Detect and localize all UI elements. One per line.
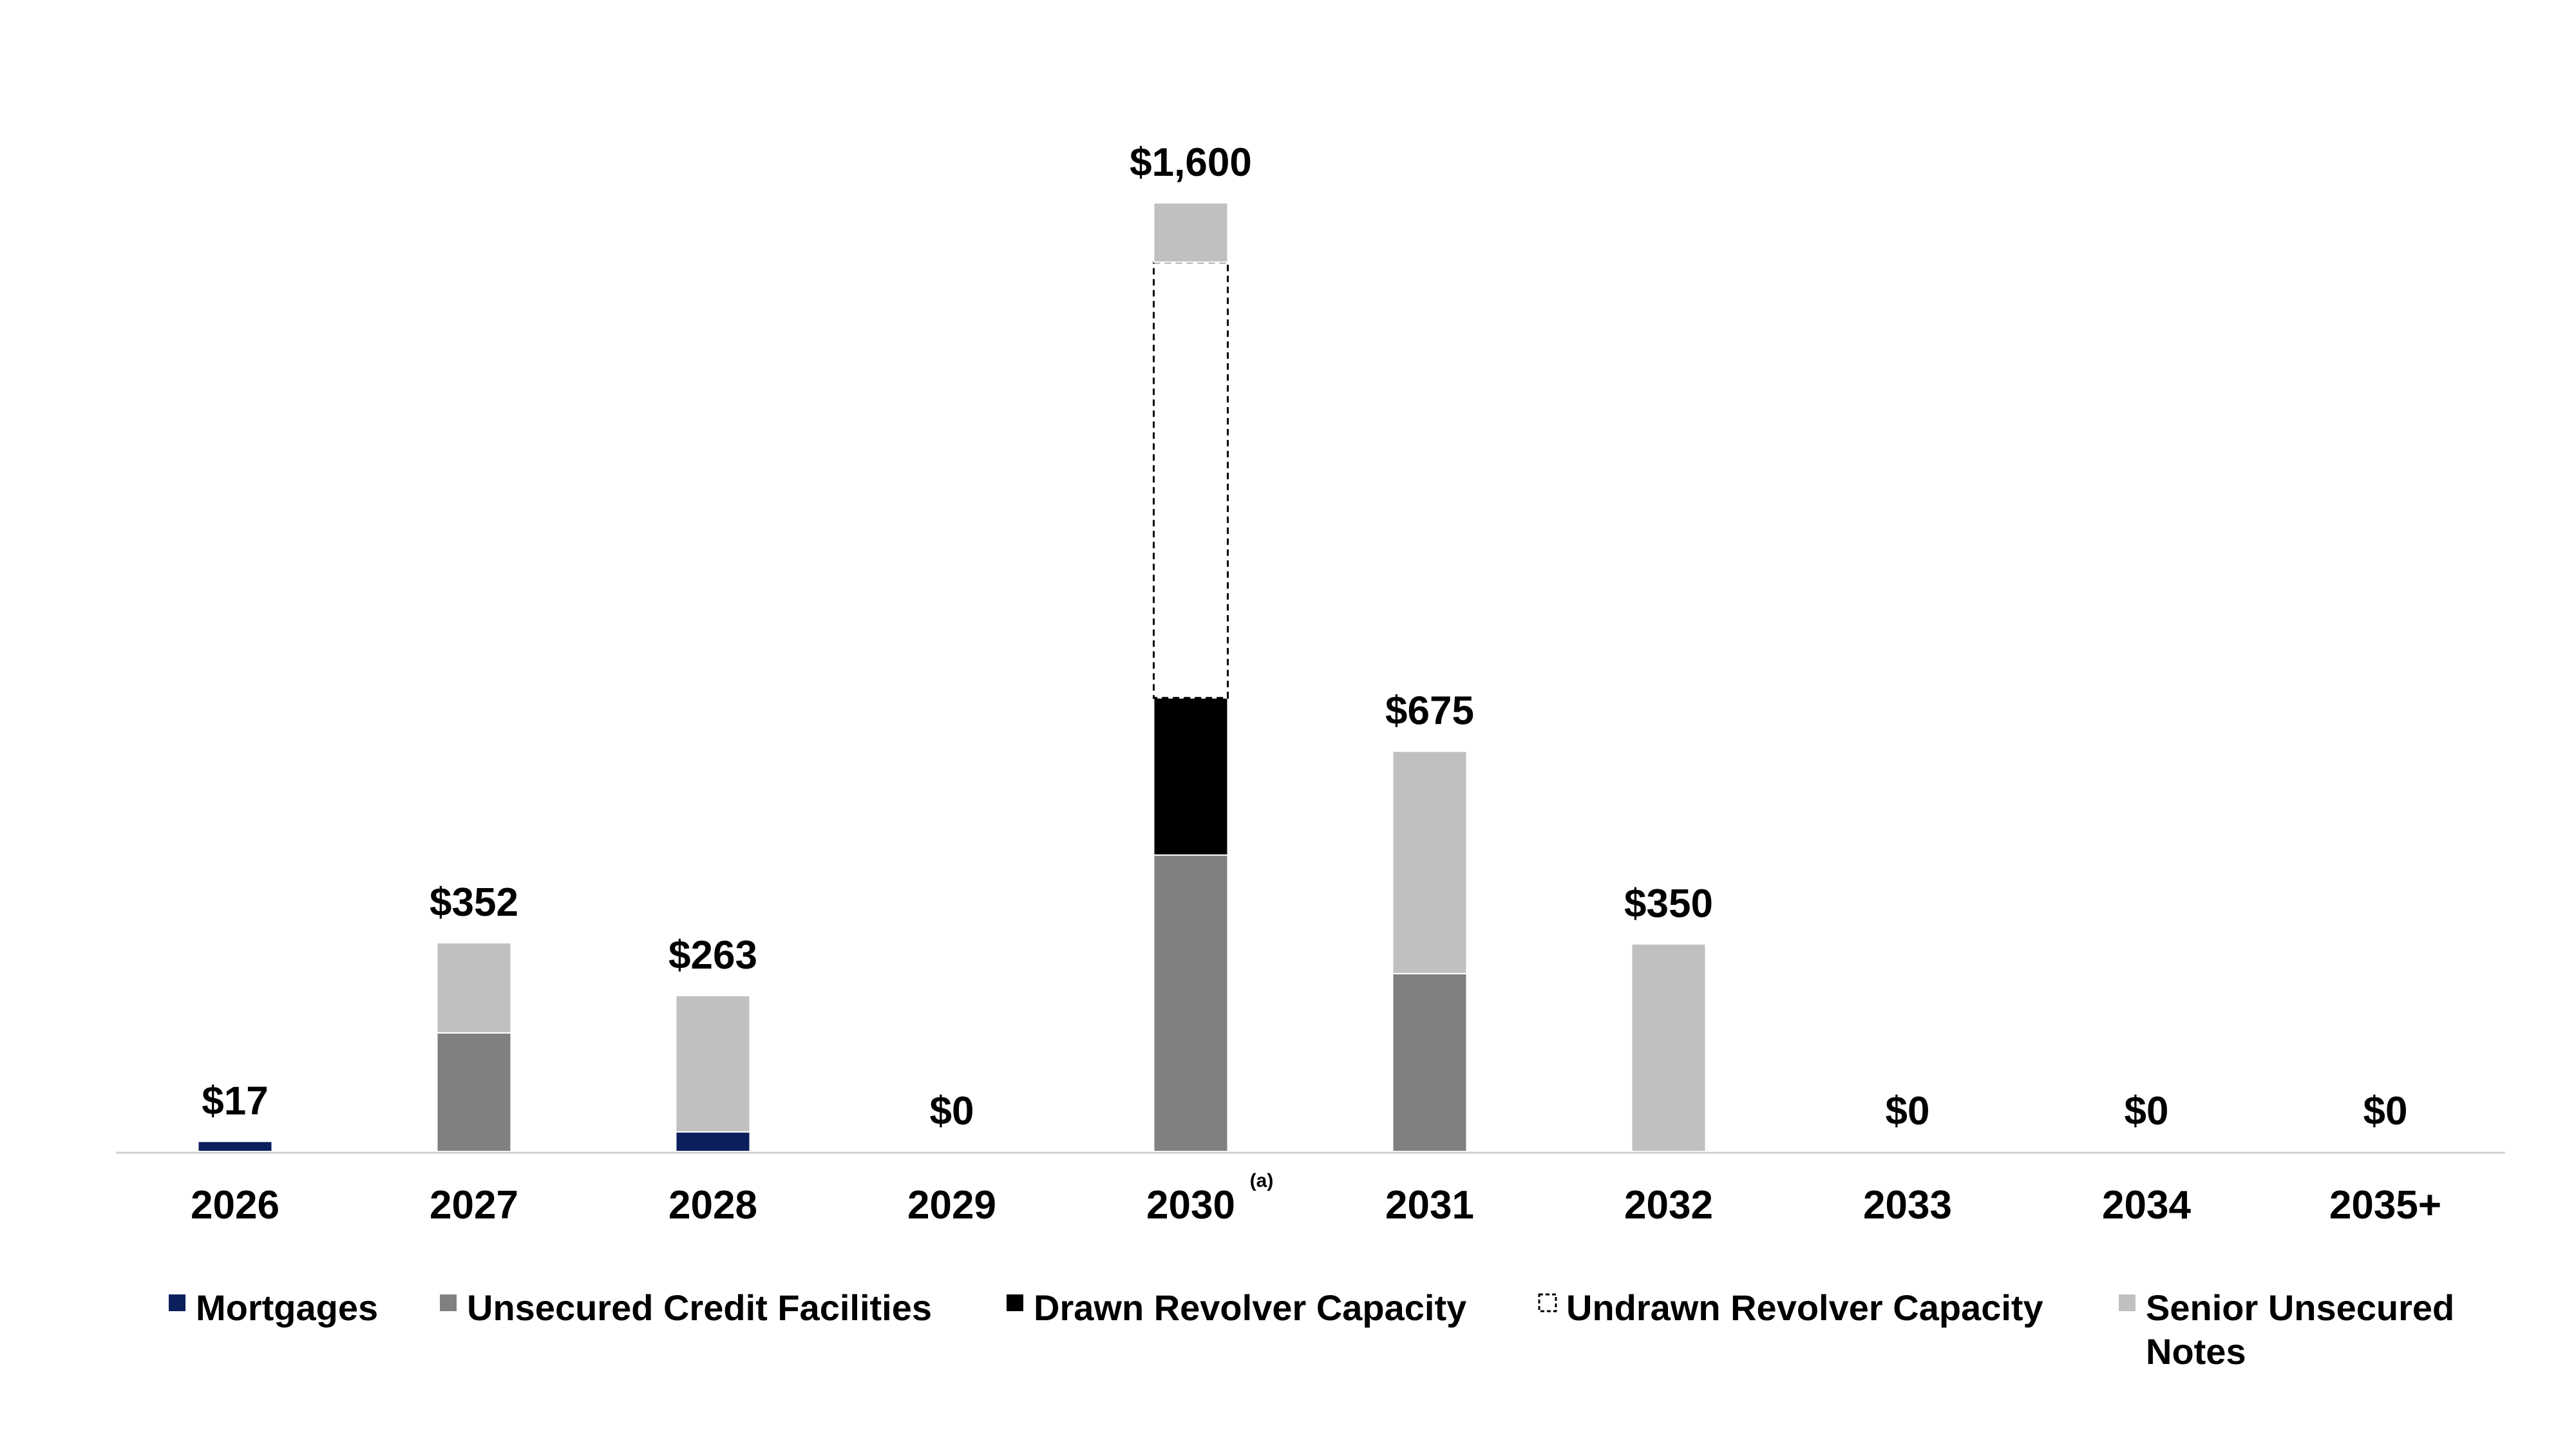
footnote-marker-2030: (a): [1250, 1170, 1274, 1191]
bar-2030-unsecured-credit-facilities: [1153, 854, 1229, 1152]
total-label-2026: $17: [202, 1079, 268, 1123]
x-tick-label-2029: 2029: [907, 1183, 996, 1227]
total-label-2033: $0: [1886, 1089, 1930, 1133]
x-tick-label-2033: 2033: [1863, 1183, 1952, 1227]
bar-2027-unsecured-credit-facilities: [436, 1032, 512, 1152]
bar-2030-undrawn-revolver-capacity: [1153, 261, 1229, 699]
bar-2028-mortgages: [675, 1131, 751, 1153]
total-label-2035: $0: [2363, 1089, 2408, 1133]
legend-label-mortgages: Mortgages: [196, 1287, 378, 1328]
x-tick-label-2030: 2030: [1146, 1183, 1235, 1227]
legend-label-undrawn-revolver-capacity: Undrawn Revolver Capacity: [1566, 1287, 2043, 1328]
x-tick-label-2035: 2035+: [2329, 1183, 2441, 1227]
bar-2030-senior-unsecured-notes: [1153, 202, 1229, 263]
total-label-2028: $263: [668, 933, 757, 978]
legend-swatch-undrawn-revolver-capacity: [1538, 1293, 1557, 1312]
bar-2032-senior-unsecured-notes: [1631, 943, 1707, 1152]
total-label-2027: $352: [430, 880, 518, 925]
total-label-2031: $675: [1385, 689, 1474, 734]
total-label-2029: $0: [930, 1089, 974, 1133]
x-tick-label-2034: 2034: [2102, 1183, 2191, 1227]
legend-label-unsecured-credit-facilities: Unsecured Credit Facilities: [467, 1287, 932, 1328]
bars-layer: [197, 202, 1707, 1153]
bar-2030-drawn-revolver-capacity: [1153, 697, 1229, 856]
x-tick-label-2028: 2028: [668, 1183, 757, 1227]
bar-2027-senior-unsecured-notes: [436, 942, 512, 1034]
x-tick-label-2031: 2031: [1385, 1183, 1474, 1227]
legend: Mortgages Unsecured Credit Facilities Draw…: [169, 1287, 2454, 1372]
x-tick-label-2026: 2026: [191, 1183, 279, 1227]
total-label-2032: $350: [1624, 882, 1713, 926]
legend-swatch-senior-unsecured-notes: [2119, 1294, 2136, 1311]
labels-layer: $17 2026 $352 2027 $263 2028 $0 2029 $1,600 2030 (…: [191, 140, 2441, 1227]
legend-label-drawn-revolver-capacity: Drawn Revolver Capacity: [1034, 1287, 1466, 1328]
total-label-2034: $0: [2125, 1089, 2169, 1133]
legend-label-senior-unsecured-notes: Senior Unsecured: [2146, 1287, 2454, 1328]
bar-2031-senior-unsecured-notes: [1392, 750, 1468, 974]
bar-2026-mortgages: [197, 1141, 273, 1152]
legend-label-senior-unsecured-notes-line-2: Notes: [2146, 1331, 2246, 1372]
total-label-2030: $1,600: [1130, 140, 1252, 185]
x-tick-label-2032: 2032: [1624, 1183, 1713, 1227]
x-tick-label-2027: 2027: [430, 1183, 518, 1227]
legend-swatch-drawn-revolver-capacity: [1007, 1294, 1023, 1311]
bar-2028-senior-unsecured-notes: [675, 994, 751, 1133]
legend-swatch-mortgages: [169, 1294, 185, 1311]
bar-2031-unsecured-credit-facilities: [1392, 972, 1468, 1152]
legend-swatch-unsecured-credit-facilities: [440, 1294, 457, 1311]
